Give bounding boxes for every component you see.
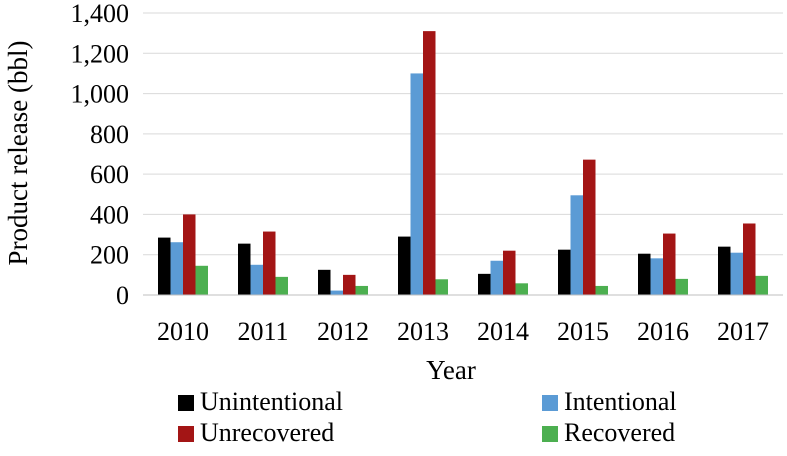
bar-recovered-2015: [595, 285, 608, 295]
gridlines: [143, 12, 783, 256]
x-tick-label: 2014: [477, 317, 529, 346]
legend-label-unintentional: Unintentional: [200, 387, 343, 416]
x-tick-label: 2017: [717, 317, 769, 346]
y-tick-label: 1,200: [71, 39, 130, 68]
bar-unrecovered-2012: [343, 274, 356, 295]
bar-unintentional-2013: [398, 236, 411, 295]
bar-recovered-2014: [515, 283, 528, 295]
x-axis-title: Year: [426, 355, 476, 385]
bar-unintentional-2010: [158, 237, 171, 295]
x-tick-label: 2011: [237, 317, 288, 346]
bar-recovered-2013: [435, 279, 448, 295]
bar-unrecovered-2011: [263, 231, 276, 295]
legend-swatch-unrecovered: [178, 426, 194, 442]
y-tick-label: 200: [90, 241, 129, 270]
y-tick-label: 800: [90, 120, 129, 149]
bar-unintentional-2014: [478, 273, 491, 295]
legend-label-recovered: Recovered: [564, 418, 675, 447]
bar-unintentional-2012: [318, 269, 331, 295]
bar-intentional-2011: [250, 264, 263, 295]
bar-intentional-2015: [570, 195, 583, 295]
legend-label-intentional: Intentional: [564, 387, 677, 416]
x-tick-label: 2016: [637, 317, 689, 346]
bar-intentional-2013: [410, 73, 423, 295]
bar-intentional-2016: [650, 258, 663, 295]
bar-intentional-2012: [330, 290, 343, 295]
legend-swatch-unintentional: [178, 395, 194, 411]
y-axis-title: Product release (bbl): [3, 41, 33, 266]
bar-intentional-2010: [170, 242, 183, 295]
bar-recovered-2011: [275, 276, 288, 295]
y-tick-label: 1,000: [71, 80, 130, 109]
bar-unintentional-2016: [638, 253, 651, 295]
bar-recovered-2012: [355, 285, 368, 295]
x-tick-label: 2012: [317, 317, 369, 346]
bars: [158, 31, 768, 295]
bar-unrecovered-2015: [583, 159, 596, 295]
bar-unrecovered-2010: [183, 214, 196, 295]
legend-swatch-recovered: [542, 426, 558, 442]
x-tick-label: 2013: [397, 317, 449, 346]
legend-swatch-intentional: [542, 395, 558, 411]
bar-unrecovered-2017: [743, 223, 756, 295]
bar-recovered-2010: [195, 265, 208, 295]
y-tick-label: 600: [90, 160, 129, 189]
bar-intentional-2017: [730, 252, 743, 295]
bar-unrecovered-2013: [423, 31, 436, 295]
bar-unrecovered-2014: [503, 250, 516, 295]
bar-unintentional-2011: [238, 243, 251, 295]
bar-recovered-2017: [755, 275, 768, 295]
x-tick-label: 2010: [157, 317, 209, 346]
y-tick-label: 0: [116, 281, 129, 310]
y-tick-label: 1,400: [71, 0, 130, 28]
legend: Unintentional Intentional Unrecovered Recov…: [178, 387, 677, 447]
x-tick-label: 2015: [557, 317, 609, 346]
legend-label-unrecovered: Unrecovered: [200, 418, 334, 447]
y-tick-label: 400: [90, 200, 129, 229]
bar-intentional-2014: [490, 260, 503, 295]
bar-recovered-2016: [675, 278, 688, 295]
x-tick-labels: 2010 2011 2012 2013 2014 2015 2016 2017: [157, 317, 769, 346]
bar-unintentional-2015: [558, 249, 571, 295]
bar-unrecovered-2016: [663, 233, 676, 295]
y-tick-labels: 0 200 400 600 800 1,000 1,200 1,400: [71, 0, 130, 310]
bar-unintentional-2017: [718, 246, 731, 295]
